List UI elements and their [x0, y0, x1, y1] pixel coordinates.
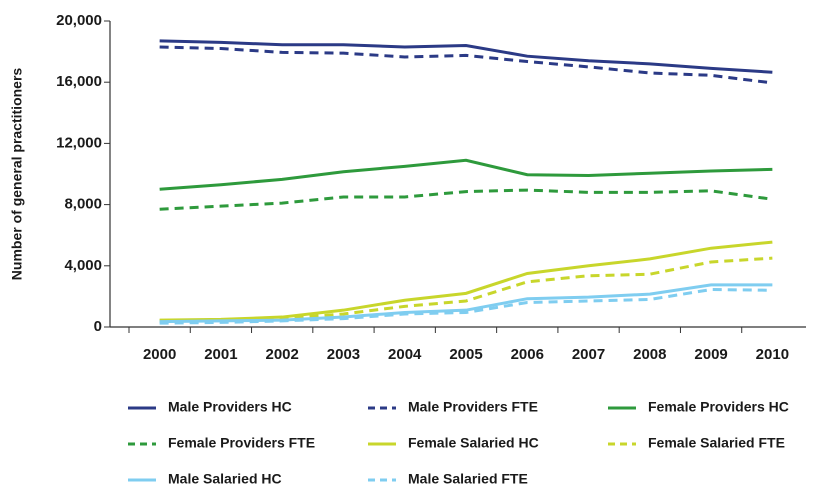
x-tick-label: 2004	[388, 346, 422, 363]
x-tick-label: 2000	[143, 346, 176, 363]
series-line	[159, 256, 773, 323]
series-line	[159, 158, 773, 191]
x-tick-label: 2010	[756, 346, 789, 363]
series-line	[159, 240, 773, 322]
legend-label: Male Salaried FTE	[408, 471, 528, 487]
x-tick-label: 2002	[265, 346, 298, 363]
series-line	[159, 283, 773, 324]
y-axis-label: Number of general practitioners	[9, 68, 25, 281]
legend-label: Female Salaried HC	[408, 435, 539, 451]
y-tick-label: 20,000	[56, 12, 102, 29]
x-tick-label: 2008	[633, 346, 666, 363]
y-tick-label: 8,000	[64, 196, 102, 213]
x-tick-label: 2003	[327, 346, 360, 363]
legend-label: Male Providers HC	[168, 399, 292, 415]
y-tick-label: 0	[94, 318, 102, 335]
y-tick-label: 12,000	[56, 134, 102, 151]
legend-label: Male Providers FTE	[408, 399, 538, 415]
x-tick-label: 2006	[511, 346, 544, 363]
y-tick-label: 16,000	[56, 73, 102, 90]
series-line	[159, 288, 773, 325]
series-line	[159, 39, 773, 74]
x-tick-label: 2009	[694, 346, 727, 363]
y-tick-label: 4,000	[64, 257, 102, 274]
x-tick-label: 2007	[572, 346, 605, 363]
legend-label: Female Salaried FTE	[648, 435, 785, 451]
x-tick-label: 2005	[449, 346, 482, 363]
series-line	[159, 188, 773, 211]
legend-label: Male Salaried HC	[168, 471, 282, 487]
series-line	[159, 45, 773, 85]
legend-label: Female Providers HC	[648, 399, 789, 415]
legend-label: Female Providers FTE	[168, 435, 315, 451]
x-tick-label: 2001	[204, 346, 237, 363]
